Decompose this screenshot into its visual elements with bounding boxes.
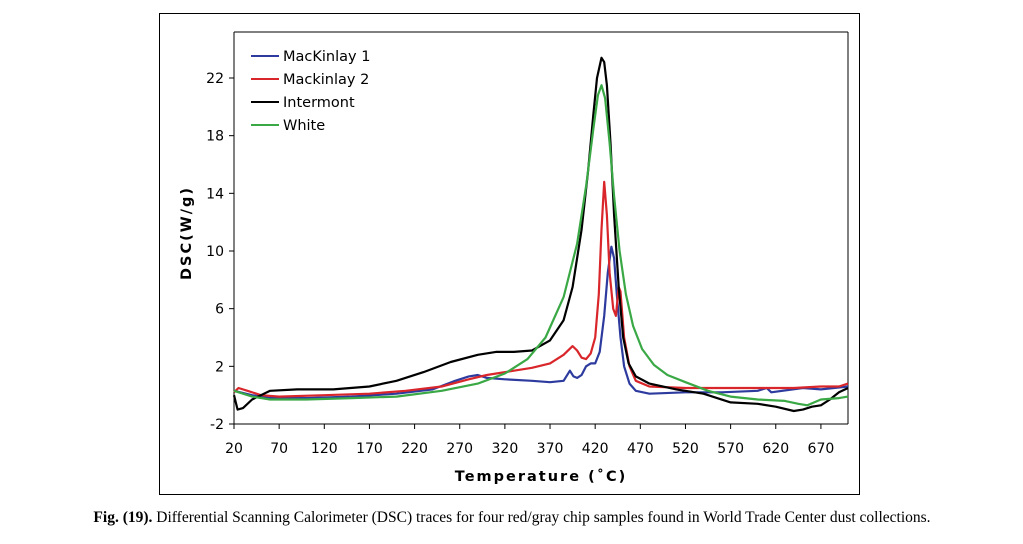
y-tick-label: 18	[206, 129, 224, 145]
y-tick-label: 6	[215, 302, 224, 318]
dsc-chart: -2 2 6 10 14 18 22 20 70 120 170 220 270 320 370 420 470…	[179, 31, 849, 485]
x-tick-label: 320	[492, 441, 519, 457]
x-tick-label: 420	[582, 441, 609, 457]
x-tick-label: 120	[311, 441, 338, 457]
x-tick-label: 270	[446, 441, 473, 457]
y-tick-label: 22	[206, 71, 224, 87]
x-tick-label: 220	[401, 441, 428, 457]
x-tick-label: 670	[808, 441, 835, 457]
series-layer	[232, 56, 849, 413]
y-axis-label: DSC(W/g)	[179, 186, 195, 280]
x-tick-label: 170	[356, 441, 383, 457]
x-tick-label: 570	[717, 441, 744, 457]
series-line-intermont	[232, 56, 849, 413]
legend-label: White	[283, 118, 325, 134]
axes: -2 2 6 10 14 18 22 20 70 120 170 220 270 320 370 420 470…	[206, 31, 849, 457]
y-tick-label: 2	[215, 359, 224, 375]
series-line-white	[233, 84, 849, 407]
caption-label: Fig. (19).	[93, 509, 153, 526]
x-axis-label: Temperature (˚C)	[455, 468, 628, 485]
y-tick-label: 14	[206, 186, 224, 202]
x-tick-label: 70	[270, 441, 288, 457]
x-tick-label: 620	[762, 441, 789, 457]
caption-text: Differential Scanning Calorimeter (DSC) …	[152, 509, 931, 526]
series-line-mackinlay-1	[233, 245, 849, 400]
figure-caption: Fig. (19). Differential Scanning Calorim…	[12, 509, 1012, 527]
legend: MacKinlay 1 Mackinlay 2 Intermont White	[251, 49, 370, 134]
legend-label: MacKinlay 1	[283, 49, 370, 65]
x-tick-label: 470	[627, 441, 654, 457]
chart-frame	[159, 13, 860, 495]
y-tick-label: 10	[206, 244, 224, 260]
legend-label: Mackinlay 2	[283, 72, 369, 88]
x-tick-label: 370	[537, 441, 564, 457]
legend-label: Intermont	[283, 95, 355, 111]
series-line-mackinlay-2	[233, 180, 849, 398]
x-tick-label: 520	[672, 441, 699, 457]
x-tick-label: 20	[225, 441, 243, 457]
y-tick-label: -2	[210, 417, 224, 433]
